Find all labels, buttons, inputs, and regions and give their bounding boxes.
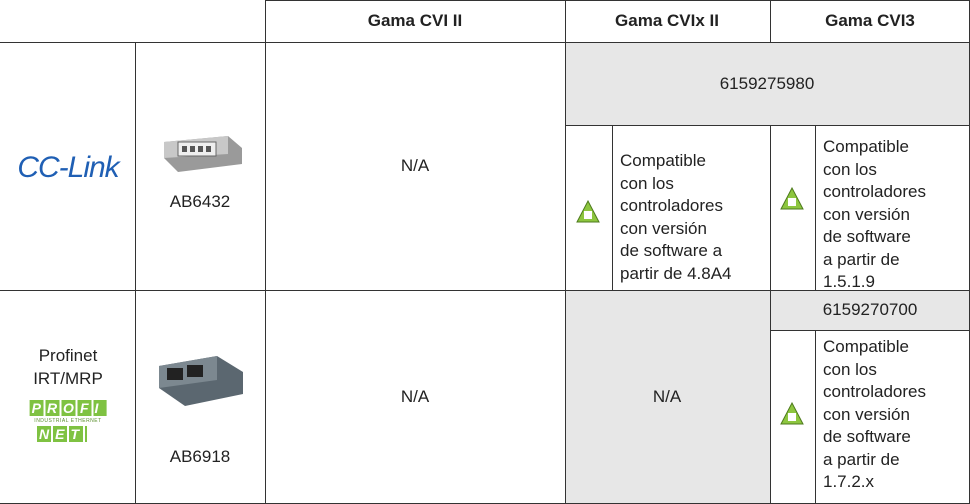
border bbox=[815, 125, 816, 290]
border bbox=[135, 42, 136, 504]
border bbox=[565, 0, 566, 504]
cell-shade bbox=[770, 290, 970, 330]
border bbox=[0, 290, 970, 291]
product-image bbox=[164, 136, 242, 172]
compatibility-note: Compatible con los controladores con ver… bbox=[823, 137, 927, 291]
warning-icon bbox=[780, 187, 804, 210]
part-number: 6159270700 bbox=[822, 300, 918, 319]
border bbox=[815, 330, 816, 504]
border bbox=[565, 125, 970, 126]
column-header: Gama CVIx II bbox=[615, 11, 719, 30]
warning-icon bbox=[780, 402, 804, 425]
border bbox=[612, 125, 613, 290]
profinet-logo: PROFI bbox=[29, 400, 107, 416]
product-image bbox=[159, 356, 243, 406]
part-number: 6159275980 bbox=[719, 74, 815, 93]
compatibility-note: Compatible con los controladores con ver… bbox=[620, 151, 732, 283]
product-code: AB6432 bbox=[169, 192, 231, 211]
not-available: N/A bbox=[400, 387, 430, 406]
border bbox=[0, 42, 970, 43]
cell-shade bbox=[565, 290, 770, 504]
not-available: N/A bbox=[400, 156, 430, 175]
border bbox=[770, 125, 771, 504]
border bbox=[770, 0, 771, 42]
border bbox=[770, 330, 970, 331]
column-header: Gama CVI3 bbox=[825, 11, 915, 30]
warning-icon bbox=[576, 200, 600, 223]
cc-link-logo: CC-Link bbox=[17, 151, 119, 184]
compatibility-note: Compatible con los controladores con ver… bbox=[823, 337, 927, 491]
border bbox=[265, 0, 266, 504]
profinet-logo: NET bbox=[37, 426, 87, 442]
column-header: Gama CVI II bbox=[367, 11, 463, 30]
product-code: AB6918 bbox=[169, 447, 231, 466]
border bbox=[265, 0, 970, 1]
cell-shade bbox=[565, 42, 970, 125]
not-available: N/A bbox=[652, 387, 682, 406]
profinet-logo-sub: INDUSTRIAL ETHERNET bbox=[34, 418, 102, 424]
protocol-label: Profinet IRT/MRP bbox=[33, 346, 103, 388]
